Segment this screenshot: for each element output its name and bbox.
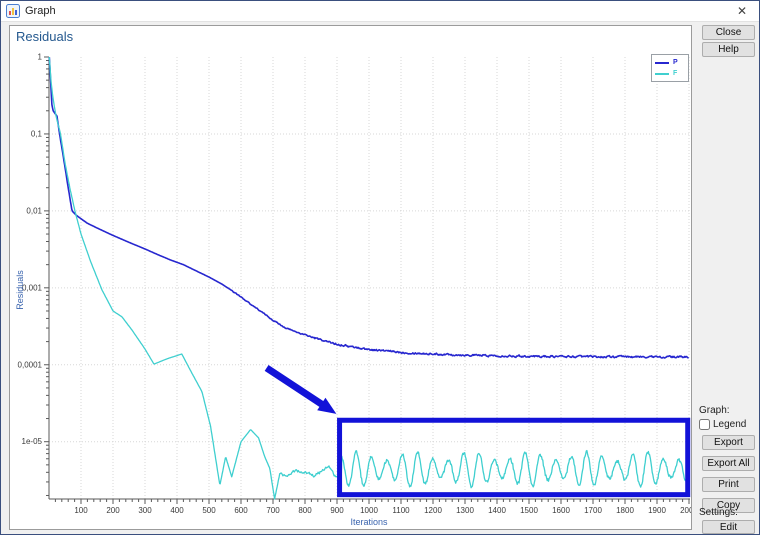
legend-swatch-p [655,61,669,64]
graph-heading: Residuals [16,29,74,44]
x-tick-label: 800 [298,506,312,515]
highlight-rect [337,417,691,498]
legend-checkbox-label: Legend [713,419,747,430]
graph-panel: 1 0,1 0,01 0,001 0,0001 1e-05 100 200 300 400 500 6… [9,25,692,530]
x-tick-label: 200 [106,506,120,515]
x-tick-label: 1400 [488,506,506,515]
highlight-arrowhead [317,397,337,414]
legend-entry-p: P [655,57,685,68]
x-tick-label: 300 [138,506,152,515]
y-tick-label: 0,01 [26,206,42,215]
help-button[interactable]: Help [702,42,755,57]
window-title: Graph [25,5,56,17]
x-tick-label: 1900 [648,506,666,515]
residuals-chart[interactable]: 1 0,1 0,01 0,001 0,0001 1e-05 100 200 300 400 500 6… [10,26,691,529]
legend-checkbox[interactable] [699,419,710,430]
x-tick-label: 100 [74,506,88,515]
x-tick-label: 1500 [520,506,538,515]
app-icon [6,4,20,18]
export-button[interactable]: Export [702,435,755,450]
edit-button[interactable]: Edit [702,520,755,534]
x-tick-label: 500 [202,506,216,515]
x-tick-label: 1800 [616,506,634,515]
print-button[interactable]: Print [702,477,755,492]
x-tick-label: 1300 [456,506,474,515]
y-tick-label: 0,001 [22,283,43,292]
series-f-line [48,56,690,500]
series-p-line [48,56,689,359]
y-tick-label: 1 [38,53,43,62]
x-tick-label: 1100 [392,506,410,515]
y-tick-label: 0,0001 [18,360,43,369]
x-tick-label: 600 [234,506,248,515]
x-tick-label: 1000 [360,506,378,515]
copy-button[interactable]: Copy [702,498,755,513]
legend-checkbox-row: Legend [699,419,746,430]
legend-swatch-f [655,72,669,75]
x-tick-label: 400 [170,506,184,515]
titlebar: Graph ✕ [1,1,759,22]
x-tick-label: 900 [330,506,344,515]
window-close-icon[interactable]: ✕ [736,4,748,18]
chart-legend: P F [651,54,689,82]
legend-entry-f: F [655,68,685,79]
x-tick-label: 2000 [680,506,691,515]
x-tick-label: 1200 [424,506,442,515]
settings-section-label: Settings: [699,507,738,518]
x-axis-label: Iterations [350,517,388,527]
y-axis-label: Residuals [15,270,25,310]
x-tick-label: 1700 [584,506,602,515]
x-tick-label: 1600 [552,506,570,515]
close-button[interactable]: Close [702,25,755,40]
legend-label-f: F [673,70,678,77]
x-tick-label: 700 [266,506,280,515]
y-tick-label: 1e-05 [22,437,43,446]
y-tick-label: 0,1 [31,129,43,138]
legend-label-p: P [673,59,678,66]
graph-section-label: Graph: [699,405,730,416]
highlight-arrow [264,364,325,408]
export-all-button[interactable]: Export All [702,456,755,471]
